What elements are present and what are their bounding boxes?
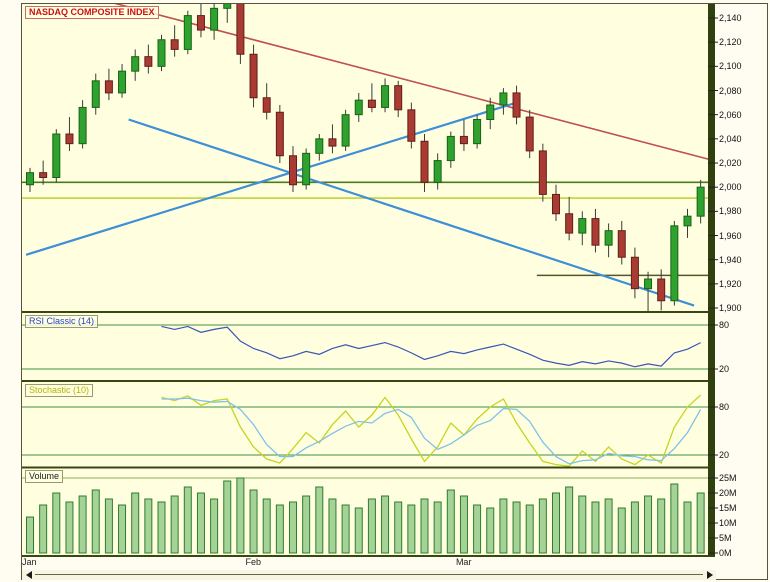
horizontal-scrollbar[interactable]: [22, 570, 716, 580]
volume-panel: [26, 477, 705, 554]
scroll-right-button[interactable]: [703, 570, 716, 580]
scroll-left-icon: [25, 571, 32, 579]
stochastic-panel: [161, 394, 702, 467]
scroll-right-icon: [706, 571, 713, 579]
scroll-left-button[interactable]: [22, 570, 35, 580]
scrollbar-track-line: [35, 574, 703, 575]
price-panel: [22, 4, 708, 311]
rsi-panel: [161, 325, 701, 368]
scrollbar-track[interactable]: [35, 570, 703, 580]
